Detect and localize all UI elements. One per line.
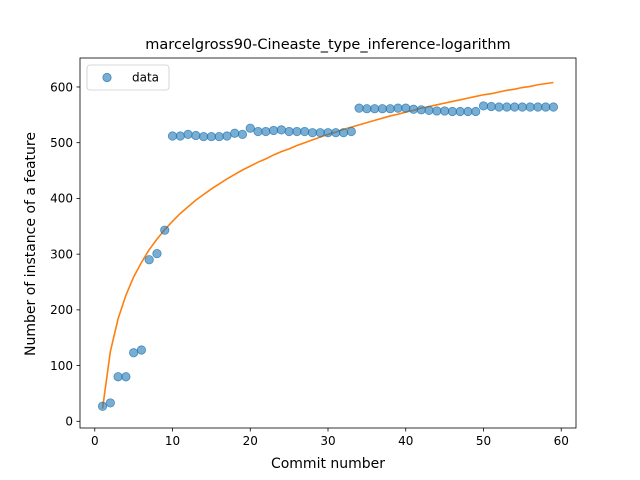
data-point bbox=[370, 104, 380, 114]
data-point bbox=[401, 103, 411, 113]
data-point bbox=[191, 130, 201, 141]
data-point bbox=[533, 102, 543, 112]
data-point bbox=[346, 126, 356, 137]
x-tick-label: 0 bbox=[91, 434, 99, 448]
y-tick-label: 0 bbox=[65, 415, 73, 429]
data-point bbox=[385, 104, 395, 114]
data-point bbox=[160, 225, 170, 235]
data-point bbox=[237, 129, 248, 139]
legend-marker-data bbox=[102, 72, 112, 83]
data-point bbox=[261, 126, 271, 137]
x-tick-label: 10 bbox=[165, 434, 180, 448]
x-axis-label: Commit number bbox=[271, 456, 385, 472]
data-point bbox=[331, 128, 341, 138]
y-axis-label: Number of instance of a feature bbox=[23, 132, 39, 356]
data-point bbox=[463, 106, 473, 117]
data-point bbox=[541, 102, 551, 112]
y-tick-label: 200 bbox=[50, 303, 73, 317]
data-point bbox=[509, 102, 520, 112]
data-point bbox=[276, 125, 286, 135]
data-point bbox=[206, 131, 216, 142]
data-point bbox=[393, 103, 403, 113]
data-point bbox=[338, 128, 349, 138]
data-point bbox=[292, 126, 302, 137]
x-tick-label: 30 bbox=[320, 434, 335, 448]
data-point bbox=[152, 248, 162, 259]
data-point bbox=[268, 125, 279, 136]
data-point bbox=[548, 102, 559, 112]
data-point bbox=[525, 102, 535, 112]
data-point bbox=[167, 131, 178, 141]
data-point bbox=[183, 129, 193, 139]
data-point bbox=[354, 103, 364, 113]
x-tick-label: 40 bbox=[398, 434, 413, 448]
data-point bbox=[362, 104, 372, 114]
x-tick-label: 60 bbox=[554, 434, 569, 448]
data-point bbox=[121, 372, 131, 382]
data-point bbox=[97, 401, 108, 411]
data-point bbox=[478, 101, 489, 111]
data-point bbox=[323, 128, 333, 138]
data-point bbox=[471, 106, 481, 117]
data-point bbox=[486, 101, 496, 112]
data-point bbox=[214, 131, 224, 142]
data-point bbox=[307, 128, 318, 138]
data-point bbox=[136, 345, 147, 355]
data-point bbox=[129, 348, 139, 358]
data-point bbox=[432, 106, 442, 116]
data-point bbox=[199, 131, 209, 142]
data-point bbox=[230, 128, 240, 138]
y-tick-label: 400 bbox=[50, 192, 73, 206]
legend-box bbox=[86, 64, 170, 91]
data-point bbox=[494, 102, 504, 112]
data-point bbox=[502, 102, 512, 112]
data-point bbox=[455, 106, 465, 117]
data-point bbox=[245, 123, 255, 133]
data-point bbox=[300, 126, 310, 137]
data-point bbox=[416, 105, 426, 115]
chart-title: marcelgross90-Cineaste_type_inference-lo… bbox=[145, 37, 510, 53]
data-point bbox=[315, 128, 325, 138]
y-tick-label: 500 bbox=[50, 136, 73, 150]
x-tick-label: 50 bbox=[476, 434, 491, 448]
data-point bbox=[144, 255, 154, 265]
data-point bbox=[253, 126, 263, 137]
data-point bbox=[440, 106, 450, 116]
data-point bbox=[517, 102, 527, 112]
y-tick-label: 100 bbox=[50, 359, 73, 373]
x-tick-label: 20 bbox=[243, 434, 258, 448]
legend-label-data: data bbox=[132, 71, 159, 85]
data-point bbox=[424, 105, 434, 115]
y-tick-label: 300 bbox=[50, 247, 73, 261]
data-point bbox=[105, 398, 115, 408]
y-tick-label: 600 bbox=[50, 80, 73, 94]
data-point bbox=[377, 104, 388, 114]
data-point bbox=[447, 106, 457, 117]
data-point bbox=[175, 131, 185, 141]
data-point bbox=[408, 104, 419, 114]
data-point bbox=[113, 372, 123, 382]
legend: data bbox=[86, 64, 170, 91]
data-point bbox=[222, 131, 232, 141]
data-point bbox=[284, 126, 294, 137]
